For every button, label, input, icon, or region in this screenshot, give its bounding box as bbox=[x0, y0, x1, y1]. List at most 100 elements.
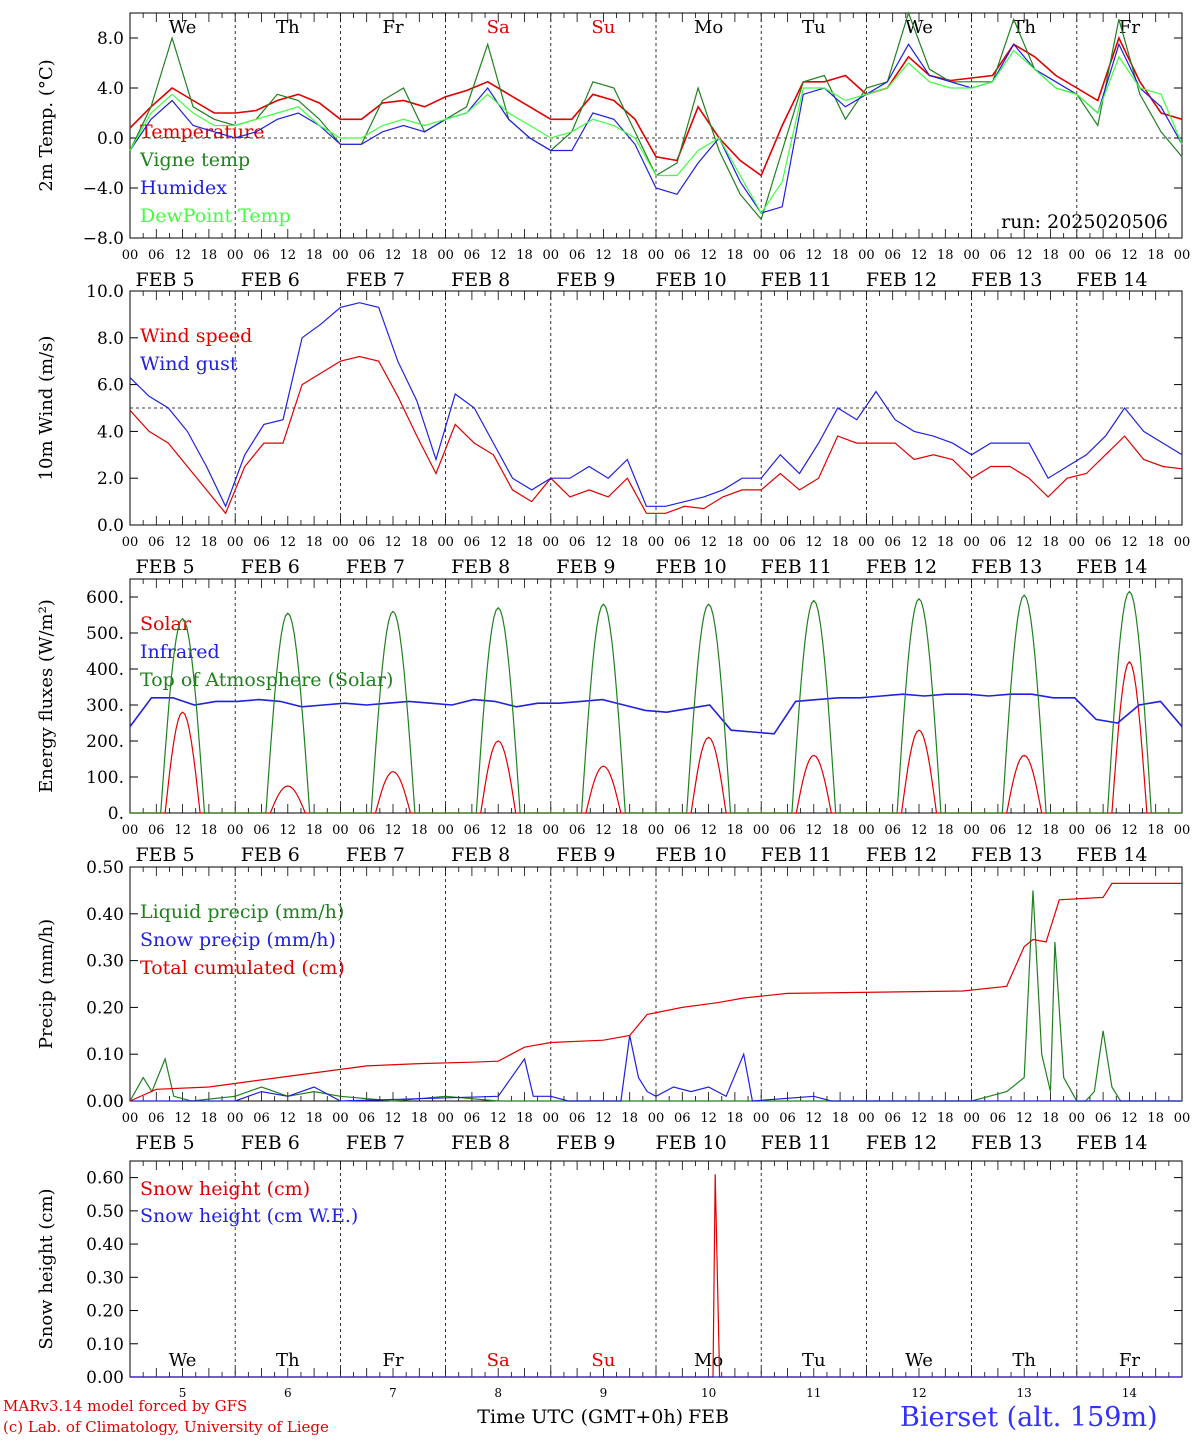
day-number-label: 7 bbox=[389, 1386, 397, 1400]
panel-1-hour-label: 18 bbox=[516, 535, 533, 550]
panel-2-hour-label: 00 bbox=[858, 823, 875, 838]
panel-0-hour-label: 06 bbox=[569, 248, 586, 263]
panel-0-hour-label: 00 bbox=[858, 248, 875, 263]
x-axis-label: Time UTC (GMT+0h) bbox=[477, 1406, 683, 1428]
panel-0-hour-label: 12 bbox=[385, 248, 402, 263]
panel-0-hour-label: 00 bbox=[122, 248, 139, 263]
panel-0-hour-label: 06 bbox=[674, 248, 691, 263]
weekday-label: Mo bbox=[694, 1350, 723, 1371]
panel-2-hour-label: 06 bbox=[884, 823, 901, 838]
panel-1-date-label: FEB 5 bbox=[135, 556, 194, 578]
panel-3-hour-label: 06 bbox=[148, 1111, 165, 1126]
panel-3-hour-label: 18 bbox=[306, 1111, 323, 1126]
panel-0-hour-label: 06 bbox=[884, 248, 901, 263]
panel-0-hour-label: 00 bbox=[227, 248, 244, 263]
panel-1-date-label: FEB 14 bbox=[1076, 556, 1147, 578]
legend-entry: DewPoint Temp bbox=[140, 205, 291, 227]
panel-1-hour-label: 00 bbox=[753, 535, 770, 550]
panel-0-ytick-label: 8.0 bbox=[97, 29, 124, 49]
panel-0-hour-label: 12 bbox=[595, 248, 612, 263]
station-name: Bierset (alt. 159m) bbox=[900, 1402, 1158, 1433]
panel-2-hour-label: 06 bbox=[990, 823, 1007, 838]
panel-0-hour-label: 18 bbox=[727, 248, 744, 263]
legend-entry: Snow precip (mm/h) bbox=[140, 929, 336, 951]
panel-0-hour-label: 12 bbox=[911, 248, 928, 263]
panel-0-hour-label: 00 bbox=[1069, 248, 1086, 263]
panel-1-hour-label: 12 bbox=[1121, 535, 1138, 550]
panel-3-hour-label: 18 bbox=[201, 1111, 218, 1126]
panel-3-hour-label: 06 bbox=[569, 1111, 586, 1126]
panel-0-hour-label: 06 bbox=[464, 248, 481, 263]
legend-entry: Humidex bbox=[140, 177, 227, 199]
legend-entry: Liquid precip (mm/h) bbox=[140, 901, 344, 923]
panel-1-hour-label: 18 bbox=[411, 535, 428, 550]
legend-entry: Temperature bbox=[140, 121, 264, 143]
panel-2-ytick-label: 500. bbox=[86, 624, 124, 644]
series-line-total-cumulated-cm- bbox=[129, 882, 1182, 1102]
panel-2-hour-label: 00 bbox=[122, 823, 139, 838]
panel-1-hour-label: 06 bbox=[569, 535, 586, 550]
panel-2-hour-label: 00 bbox=[227, 823, 244, 838]
panel-2-date-label: FEB 14 bbox=[1076, 844, 1147, 866]
day-number-label: 5 bbox=[179, 1386, 187, 1400]
panel-2-hour-label: 06 bbox=[464, 823, 481, 838]
panel-1-ytick-label: 8.0 bbox=[97, 329, 124, 349]
panel-0-hour-label: 12 bbox=[174, 248, 191, 263]
panel-3-hour-label: 00 bbox=[753, 1111, 770, 1126]
panel-2-hour-label: 12 bbox=[385, 823, 402, 838]
day-number-label: 8 bbox=[494, 1386, 502, 1400]
series-line-temperature bbox=[129, 35, 1183, 177]
panel-2-hour-label: 00 bbox=[332, 823, 349, 838]
panel-1-date-label: FEB 13 bbox=[971, 556, 1042, 578]
panel-3-hour-label: 12 bbox=[280, 1111, 297, 1126]
panel-1-date-label: FEB 6 bbox=[241, 556, 300, 578]
panel-1-hour-label: 18 bbox=[1147, 535, 1164, 550]
legend-entry: Infrared bbox=[140, 641, 220, 663]
panel-2-date-label: FEB 8 bbox=[451, 844, 510, 866]
weekday-label: Th bbox=[276, 1350, 300, 1371]
panel-2-date-label: FEB 7 bbox=[346, 844, 405, 866]
panel-1-hour-label: 06 bbox=[1095, 535, 1112, 550]
panel-3-hour-label: 18 bbox=[727, 1111, 744, 1126]
weekday-label: We bbox=[905, 17, 933, 38]
panel-0-ylabel: 2m Temp. (°C) bbox=[36, 59, 57, 191]
panel-0-hour-label: 12 bbox=[700, 248, 717, 263]
panel-2-ytick-label: 600. bbox=[86, 588, 124, 608]
weekday-label: Su bbox=[591, 17, 615, 38]
panel-2-ytick-label: 400. bbox=[86, 660, 124, 680]
weekday-label: Sa bbox=[487, 1350, 510, 1371]
panel-1-hour-label: 12 bbox=[280, 535, 297, 550]
weekday-label: Mo bbox=[694, 17, 723, 38]
panel-0-hour-label: 18 bbox=[516, 248, 533, 263]
legend-entry: Snow height (cm W.E.) bbox=[140, 1205, 358, 1227]
panel-0-hour-label: 00 bbox=[437, 248, 454, 263]
panel-0-hour-label: 18 bbox=[201, 248, 218, 263]
panel-1-hour-label: 06 bbox=[253, 535, 270, 550]
panel-4-ytick-label: 0.50 bbox=[86, 1202, 124, 1222]
panel-2-hour-label: 06 bbox=[358, 823, 375, 838]
panel-1-ytick-label: 6.0 bbox=[97, 376, 124, 396]
panel-0-date-label: FEB 11 bbox=[761, 269, 832, 291]
panel-0-hour-label: 06 bbox=[253, 248, 270, 263]
panel-2-hour-label: 00 bbox=[963, 823, 980, 838]
panel-0-hour-label: 18 bbox=[306, 248, 323, 263]
panel-3-ylabel: Precip (mm/h) bbox=[36, 919, 57, 1049]
panel-3-date-label: FEB 5 bbox=[135, 1132, 194, 1154]
panel-3-date-label: FEB 14 bbox=[1076, 1132, 1147, 1154]
panel-2-date-label: FEB 13 bbox=[971, 844, 1042, 866]
panel-3-hour-label: 06 bbox=[990, 1111, 1007, 1126]
panel-0-hour-label: 06 bbox=[779, 248, 796, 263]
day-number-label: 10 bbox=[701, 1386, 716, 1400]
day-number-label: 6 bbox=[284, 1386, 292, 1400]
panel-0-ytick-label: 0.0 bbox=[97, 129, 124, 149]
panel-0-ytick-label: −4.0 bbox=[83, 179, 124, 199]
panel-0-date-label: FEB 8 bbox=[451, 269, 510, 291]
weekday-label: Fr bbox=[1119, 1350, 1140, 1371]
panel-3-hour-label: 00 bbox=[543, 1111, 560, 1126]
legend-entry: Wind speed bbox=[140, 325, 252, 347]
panel-0-hour-label: 18 bbox=[1147, 248, 1164, 263]
panel-3-hour-label: 18 bbox=[832, 1111, 849, 1126]
panel-0-hour-label: 00 bbox=[963, 248, 980, 263]
panel-2-hour-label: 06 bbox=[148, 823, 165, 838]
panel-2-hour-label: 18 bbox=[1147, 823, 1164, 838]
